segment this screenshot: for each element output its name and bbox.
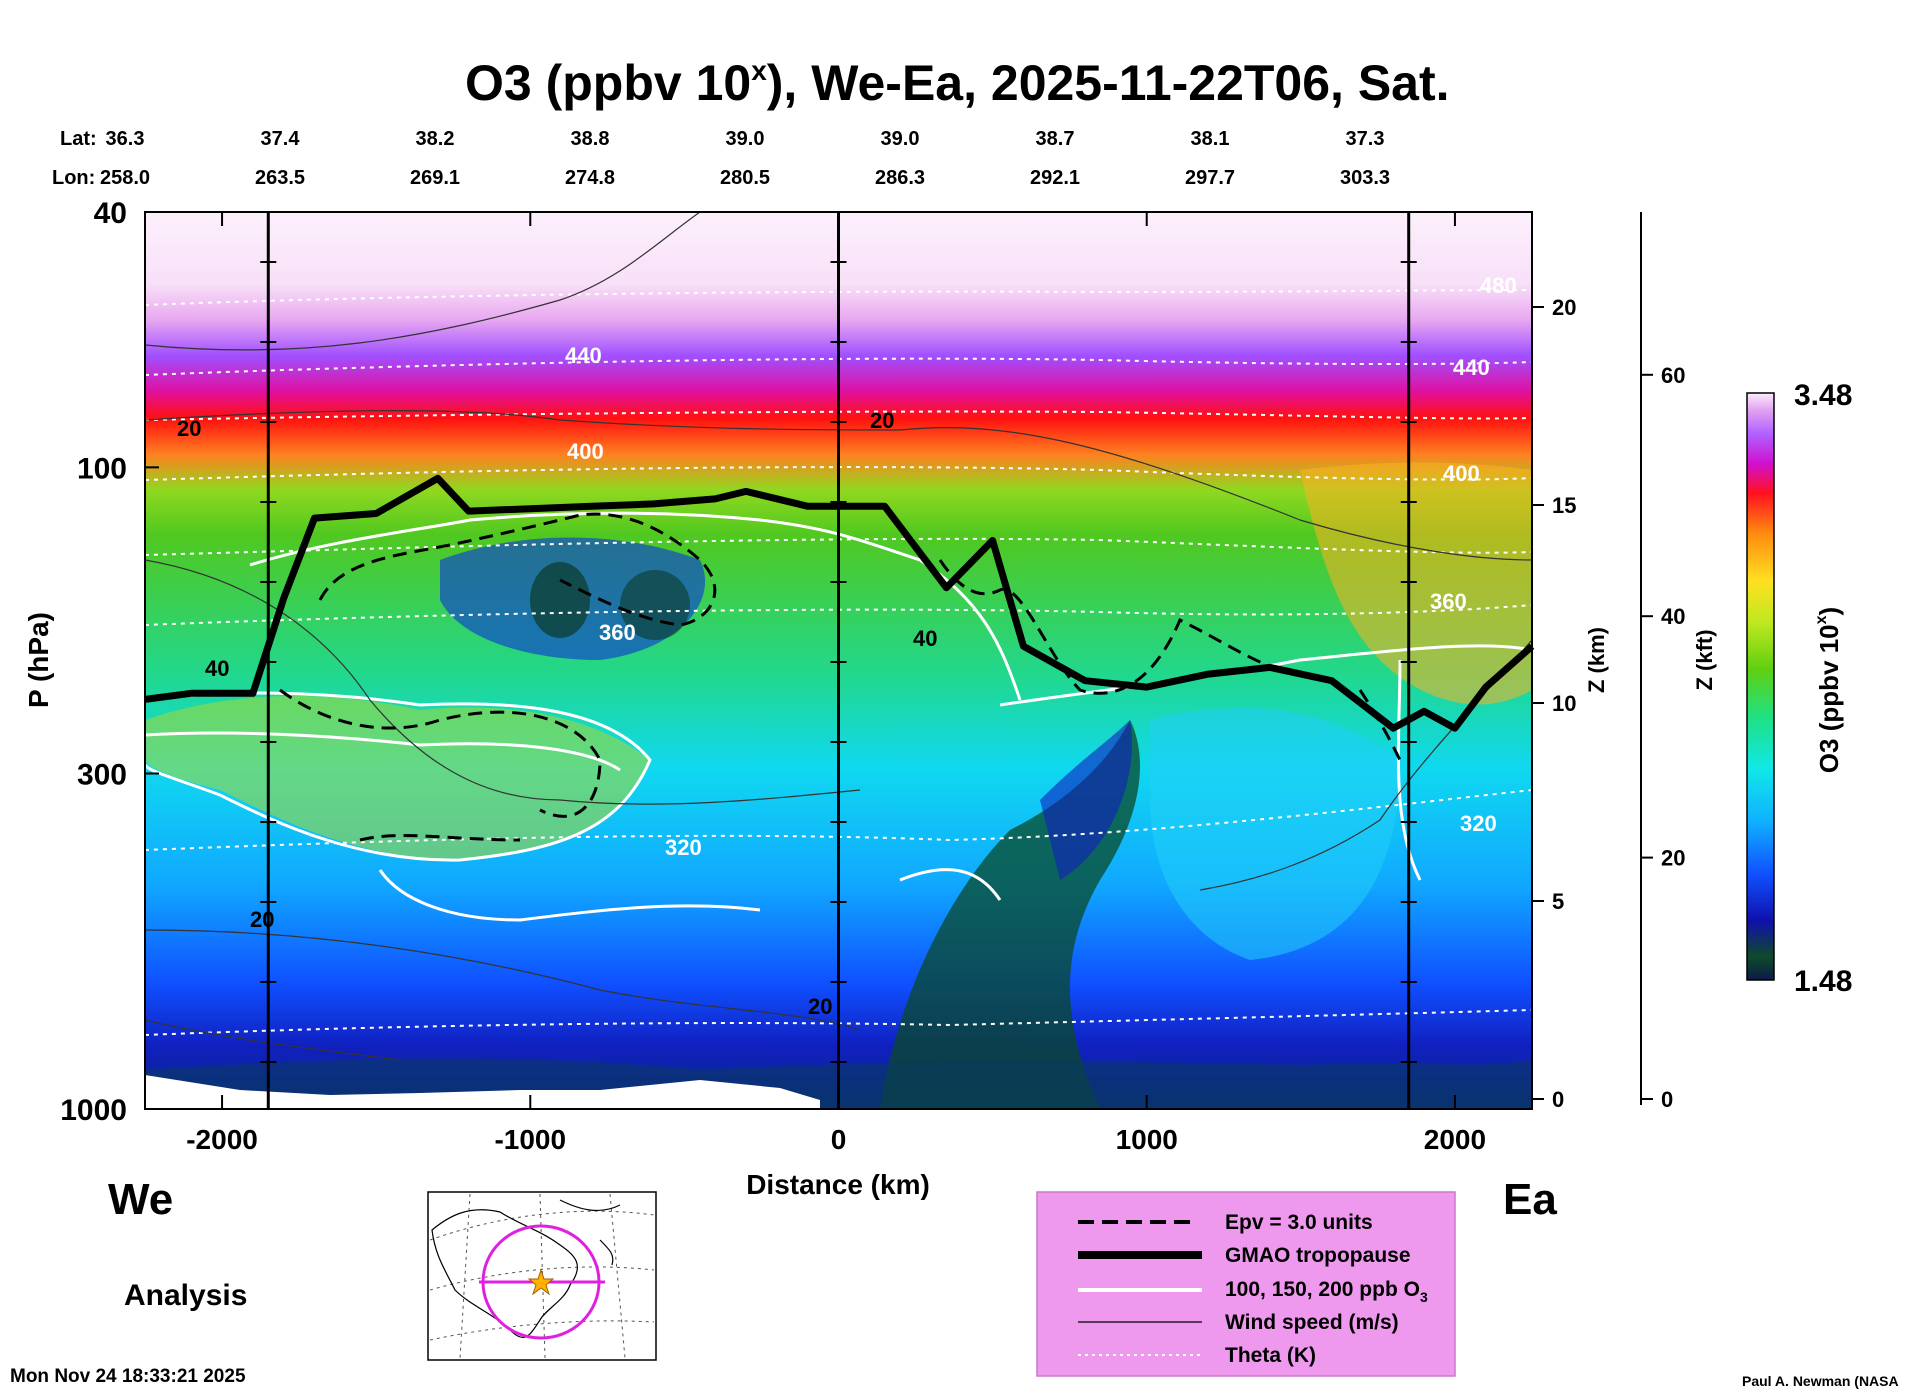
z-kft-tick-label: 60: [1661, 363, 1685, 388]
lon-value: 292.1: [1030, 167, 1080, 189]
legend-label-ozone: 100, 150, 200 ppb O3: [1225, 1278, 1428, 1305]
x-tick-label: 2000: [1424, 1124, 1486, 1155]
z-km-tick-label: 0: [1552, 1087, 1564, 1112]
colorbar-label: O3 (ppbv 10x): [1813, 607, 1844, 773]
contour-label-20-surface: 20: [808, 994, 832, 1019]
contour-label-20-west: 20: [177, 416, 201, 441]
lat-value: 36.3: [106, 128, 145, 150]
lon-value: 286.3: [875, 167, 925, 189]
z-km-tick-label: 5: [1552, 889, 1564, 914]
z-kft-tick-label: 20: [1661, 846, 1685, 871]
lon-value: 269.1: [410, 167, 460, 189]
analysis-label: Analysis: [124, 1279, 247, 1312]
y-tick-label: 100: [77, 452, 127, 485]
lat-value: 37.3: [1346, 128, 1385, 150]
lon-label: Lon:: [52, 167, 95, 189]
z-kft-tick-label: 40: [1661, 604, 1685, 629]
y-tick-label: 40: [94, 197, 127, 230]
colorbar-max-label: 3.48: [1794, 379, 1852, 412]
lon-value: 297.7: [1185, 167, 1235, 189]
legend: Epv = 3.0 units GMAO tropopause 100, 150…: [1036, 1191, 1456, 1377]
lat-value: 39.0: [881, 128, 920, 150]
legend-label-epv: Epv = 3.0 units: [1225, 1211, 1373, 1234]
chart-title: O3 (ppbv 10x), We-Ea, 2025-11-22T06, Sat…: [465, 55, 1450, 111]
contour-label-320-east: 320: [1460, 811, 1497, 836]
legend-label-wind: Wind speed (m/s): [1225, 1311, 1399, 1334]
colorbar: [1746, 392, 1775, 981]
x-tick-label: 0: [831, 1124, 847, 1155]
lat-value: 39.0: [726, 128, 765, 150]
contour-label-360-east: 360: [1430, 589, 1467, 614]
legend-label-theta: Theta (K): [1225, 1344, 1316, 1367]
credit: Paul A. Newman (NASA: [1742, 1373, 1899, 1389]
z-km-tick-label: 10: [1552, 691, 1576, 716]
timestamp: Mon Nov 24 18:33:21 2025: [10, 1366, 246, 1387]
inset-map: [427, 1191, 657, 1361]
contour-label-20-upper: 20: [870, 408, 894, 433]
lon-value: 303.3: [1340, 167, 1390, 189]
x-tick-label: -2000: [186, 1124, 258, 1155]
contour-label-40-west: 40: [205, 656, 229, 681]
x-axis-label: Distance (km): [746, 1169, 930, 1200]
lon-value: 263.5: [255, 167, 305, 189]
z-kft-tick-label: 0: [1661, 1087, 1673, 1112]
z-km-tick-label: 20: [1552, 295, 1576, 320]
lon-value: 280.5: [720, 167, 770, 189]
z-kft-axis-label: Z (kft): [1692, 629, 1717, 690]
contour-label-20-low: 20: [250, 907, 274, 932]
y-tick-label: 1000: [60, 1094, 127, 1127]
contour-label-440: 440: [565, 343, 602, 368]
lon-value: 274.8: [565, 167, 615, 189]
contour-label-320: 320: [665, 835, 702, 860]
x-tick-label: 1000: [1116, 1124, 1178, 1155]
lat-value: 37.4: [261, 128, 301, 150]
z-km-tick-label: 15: [1552, 493, 1576, 518]
contour-label-400-east: 400: [1443, 461, 1480, 486]
colorbar-min-label: 1.48: [1794, 965, 1852, 998]
contour-label-40: 40: [913, 626, 937, 651]
legend-label-tropopause: GMAO tropopause: [1225, 1244, 1411, 1267]
y-axis-label: P (hPa): [23, 612, 54, 708]
lat-value: 38.2: [416, 128, 455, 150]
y-tick-label: 300: [77, 758, 127, 791]
east-end-label: Ea: [1503, 1175, 1557, 1224]
lat-label: Lat:: [60, 128, 97, 150]
lat-value: 38.8: [571, 128, 610, 150]
star-icon: [527, 1268, 555, 1296]
west-end-label: We: [108, 1175, 173, 1224]
lat-value: 38.7: [1036, 128, 1075, 150]
lon-value: 258.0: [100, 167, 150, 189]
contour-label-400: 400: [567, 439, 604, 464]
z-km-axis-label: Z (km): [1584, 627, 1609, 693]
contour-label-360: 360: [599, 620, 636, 645]
contour-label-480: 480: [1480, 273, 1517, 298]
contour-label-440-east: 440: [1453, 355, 1490, 380]
lat-value: 38.1: [1191, 128, 1230, 150]
x-tick-label: -1000: [494, 1124, 566, 1155]
